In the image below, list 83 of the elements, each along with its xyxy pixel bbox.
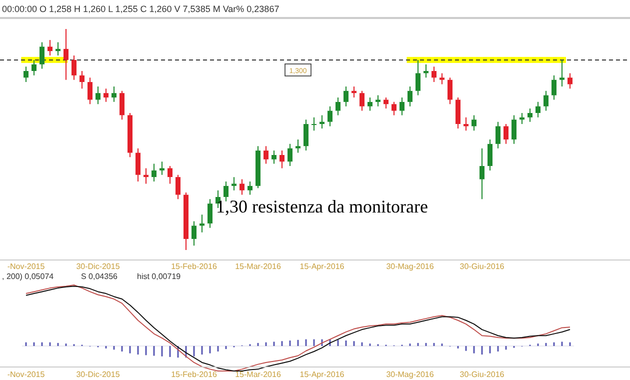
text: , 200) 0,05074: [2, 272, 54, 281]
candlestick: [144, 168, 148, 184]
candlestick: [496, 121, 500, 149]
candlestick: [544, 90, 548, 112]
candlestick: [472, 114, 476, 132]
candlestick: [80, 70, 84, 90]
x-tick-label: 15-Feb-2016: [171, 370, 218, 379]
x-tick-label: 30-Giu-2016: [460, 262, 505, 271]
candlestick: [136, 148, 140, 182]
x-tick-label: 30-Dic-2015: [76, 370, 120, 379]
candlestick: [424, 64, 428, 78]
candlestick: [152, 163, 156, 182]
candlestick: [320, 114, 324, 129]
candlestick: [328, 106, 332, 127]
candlestick: [360, 90, 364, 112]
candlestick: [376, 94, 380, 107]
text: S 0,04356: [81, 272, 118, 281]
candlestick: [536, 101, 540, 118]
candlestick: [432, 66, 436, 83]
candlestick: [96, 86, 100, 105]
candlestick: [208, 198, 212, 228]
annotation: 1,30 resistenza da monitorare: [216, 196, 428, 216]
candlestick: [240, 178, 244, 196]
candlestick: [192, 220, 196, 246]
x-tick-label: 30-Giu-2016: [460, 370, 505, 379]
candlestick: [336, 97, 340, 116]
candlestick: [264, 146, 268, 164]
candlestick: [352, 86, 356, 98]
x-tick-label: 15-Apr-2016: [300, 262, 345, 271]
candlestick: [88, 77, 92, 105]
candlestick: [104, 88, 108, 102]
candlestick: [520, 112, 524, 125]
candlestick: [112, 86, 116, 102]
candlestick: [24, 66, 28, 83]
x-tick-label: 30-Mag-2016: [386, 262, 434, 271]
candlestick: [48, 40, 52, 56]
candlestick: [552, 74, 556, 100]
candlestick: [272, 150, 276, 164]
x-tick-label: 15-Feb-2016: [171, 262, 218, 271]
x-tick-label: -Nov-2015: [7, 370, 46, 379]
candlestick: [288, 143, 292, 167]
x-tick-label: 30-Dic-2015: [76, 262, 120, 271]
candlestick: [368, 97, 372, 112]
candlestick: [416, 59, 420, 96]
candlestick: [408, 86, 412, 107]
candlestick: [176, 174, 180, 200]
candlestick: [488, 139, 492, 171]
x-tick-label: 30-Mag-2016: [386, 370, 434, 379]
text: hist 0,00719: [137, 272, 182, 281]
candlestick: [304, 119, 308, 152]
text: 00:00:00 O 1,258 H 1,260 L 1,255 C 1,260 V 7,5385 M Var% 0,23867: [2, 4, 280, 14]
candlestick: [232, 176, 236, 191]
candlestick: [528, 108, 532, 122]
candlestick: [40, 42, 44, 70]
candlestick: [200, 214, 204, 233]
candlestick: [392, 101, 396, 116]
candlestick: [168, 166, 172, 184]
x-tick-label: 15-Apr-2016: [300, 370, 345, 379]
candlestick: [56, 42, 60, 56]
candlestick: [248, 180, 252, 196]
candlestick: [72, 55, 76, 80]
candlestick: [280, 150, 284, 169]
candlestick: [296, 139, 300, 154]
candlestick: [560, 59, 564, 87]
candlestick: [440, 72, 444, 85]
candlestick: [120, 90, 124, 120]
candlestick: [344, 86, 348, 107]
x-tick-label: -Nov-2015: [7, 262, 46, 271]
candlestick: [384, 97, 388, 110]
x-tick-label: 15-Mar-2016: [235, 370, 282, 379]
candlestick: [504, 124, 508, 144]
x-tick-label: 15-Mar-2016: [235, 262, 282, 271]
candlestick: [512, 114, 516, 144]
candlestick: [32, 59, 36, 76]
candlestick: [480, 148, 484, 200]
candlestick: [312, 116, 316, 132]
candlestick: [568, 72, 572, 90]
candlestick: [64, 28, 68, 80]
candlestick: [160, 161, 164, 176]
candlestick: [400, 97, 404, 116]
candlestick: [224, 180, 228, 202]
candlestick: [464, 116, 468, 132]
candlestick: [448, 77, 452, 105]
